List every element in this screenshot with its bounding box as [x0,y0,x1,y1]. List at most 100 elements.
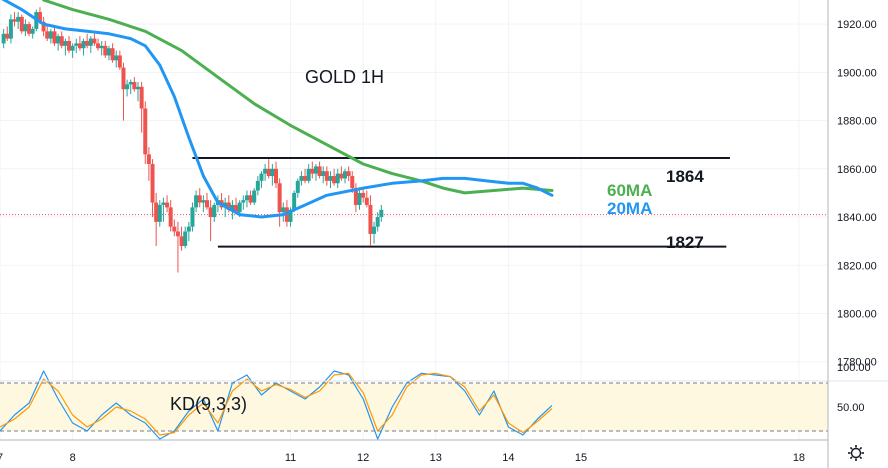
candle-body [146,154,151,164]
candle-body [364,197,369,205]
candle-body [317,166,322,177]
ma60-line [42,0,554,195]
candle-body [175,231,180,237]
candle-body [106,48,111,56]
candle-body [16,16,21,22]
candle-body [281,207,286,213]
moving-averages [1,0,554,219]
candle-body [201,200,206,203]
price-tick-label: 1780.00 [837,357,877,369]
candle-body [48,31,53,39]
candle-body [361,192,366,198]
candle-body [368,204,373,234]
candle-body [230,204,235,210]
candle-body [96,43,101,49]
time-tick-label: 15 [575,452,587,464]
time-tick-label: 13 [430,452,442,464]
candle-body [143,108,148,155]
candle-body [37,12,42,22]
chart-title: GOLD 1H [305,67,384,87]
candle-body [168,207,173,227]
candle-body [92,38,97,44]
candle-body [1,33,6,44]
candle-body [343,171,347,179]
candle-body [128,81,133,85]
candle-body [45,31,50,39]
candle-body [67,40,71,51]
candle-body [85,40,90,46]
candle-body [248,195,253,203]
price-tick-label: 1820.00 [837,260,877,272]
candle-body [81,40,86,49]
candle-body [237,202,242,213]
candle-body [379,209,384,218]
candle-body [295,180,300,193]
kd-d-line [0,372,553,436]
candle-body [183,231,188,246]
candle-body [117,55,122,68]
price-tick-label: 1900.00 [837,67,877,79]
candle-body [63,40,68,46]
candle-body [186,226,191,232]
candle-body [110,48,115,61]
time-tick-label: 12 [357,452,369,464]
candle-body [357,192,362,205]
candle-body [41,21,46,32]
candle-body [208,207,213,218]
ma20-line [1,0,554,219]
candle-body [353,188,358,205]
ma20-label: 20MA [607,199,652,218]
candle-body [194,195,199,208]
candle-body [19,16,24,32]
candle-body [99,45,104,49]
candle-body [190,207,195,227]
price-tick-label: 1920.00 [837,19,877,31]
candle-body [27,24,32,34]
grid-lines [0,0,828,440]
candle-body [266,168,271,177]
candle-body [270,168,275,177]
candle-body [277,183,282,213]
settings-gear-icon[interactable] [848,445,864,461]
candle-body [136,86,140,90]
candle-body [339,173,344,179]
candle-body [226,202,231,210]
kd-overbought-oversold-band [0,382,828,432]
time-tick-label: 8 [70,452,76,464]
kd-axis[interactable]: 50.00 100.00 [837,362,871,414]
time-axis[interactable]: 7 8 11 12 13 14 15 18 [0,452,805,464]
candle-body [332,176,337,184]
time-tick-label: 11 [285,452,296,464]
candle-body [157,204,162,222]
kd-indicator-label: KD(9,3,3) [170,394,247,414]
candle-body [263,168,268,174]
candle-body [252,190,257,203]
candle-body [234,204,239,213]
price-tick-label: 1880.00 [837,116,877,128]
candle-body [12,19,17,22]
price-axis[interactable]: 1780.00 1800.00 1820.00 1840.00 1860.00 1880.… [837,19,877,369]
candle-body [197,195,202,203]
candle-body [179,236,184,246]
kd-k-line [0,370,553,440]
candle-body [375,217,380,227]
candle-body [121,67,126,90]
candle-body [52,31,57,44]
time-tick-label: 18 [793,452,805,464]
candle-body [205,200,209,208]
candle-body [244,195,249,201]
candle-body [114,55,119,61]
candle-body [212,204,217,218]
resistance-level-label: 1864 [666,167,704,186]
candle-body [77,43,82,49]
candle-body [306,168,311,181]
candle-body [103,45,108,56]
kd-band-fill [0,383,828,431]
kd-lines [0,370,553,440]
candle-body [30,28,35,34]
kd-tick-label: 50.00 [837,402,865,414]
candle-body [139,86,144,109]
candle-body [8,19,13,39]
candle-body [5,33,10,39]
candle-body [125,84,130,90]
